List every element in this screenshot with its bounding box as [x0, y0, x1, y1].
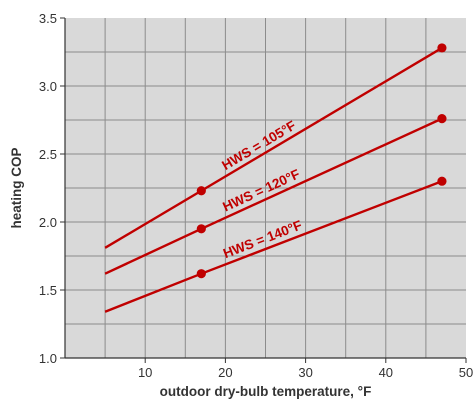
series-markers [196, 43, 447, 279]
axes [60, 17, 467, 363]
x-tick-label: 40 [379, 365, 393, 380]
x-tick-label: 10 [138, 365, 152, 380]
y-tick-label: 1.5 [39, 283, 57, 298]
y-tick-label: 2.5 [39, 147, 57, 162]
y-tick-labels: 1.0 1.5 2.0 2.5 3.0 3.5 [39, 11, 57, 366]
y-tick-label: 3.5 [39, 11, 57, 26]
x-tick-label: 50 [459, 365, 473, 380]
data-point [196, 186, 206, 196]
y-tick-label: 1.0 [39, 351, 57, 366]
y-tick-label: 2.0 [39, 215, 57, 230]
y-axis-title: heating COP [9, 147, 24, 228]
data-point [437, 114, 447, 124]
data-point [437, 176, 447, 186]
x-tick-label: 20 [218, 365, 232, 380]
data-point [196, 224, 206, 234]
data-point [437, 43, 447, 53]
x-axis-title: outdoor dry-bulb temperature, °F [160, 384, 372, 399]
x-tick-labels: 10 20 30 40 50 [138, 365, 473, 380]
data-point [196, 269, 206, 279]
x-tick-label: 30 [298, 365, 312, 380]
y-tick-label: 3.0 [39, 79, 57, 94]
